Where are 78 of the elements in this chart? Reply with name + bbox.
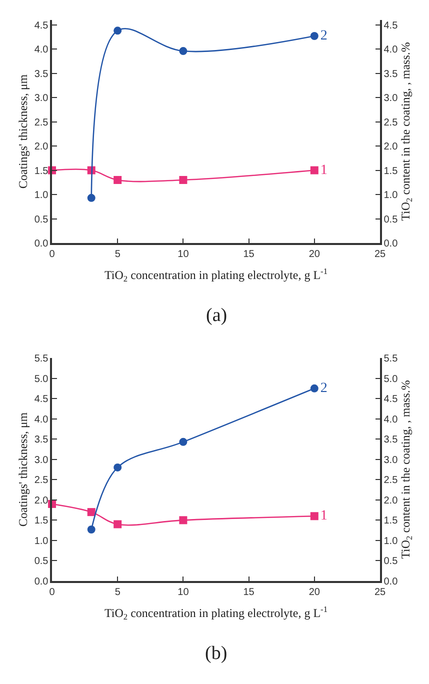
x-tick-label: 5 [114,248,121,260]
y2-tick-label: 4.5 [384,20,398,32]
point [310,384,318,392]
point [310,512,318,520]
x-axis-title: TiO$_{2}$ concentration in plating electrolyte, g L$^{-1}$ [104,605,328,622]
y2-tick-label: 3.5 [384,434,398,446]
x-tick-label: 15 [243,586,255,598]
series-label: 2 [320,28,328,44]
point [179,516,188,524]
point [114,26,122,35]
text: (b) [205,643,228,664]
series-label: 1 [320,508,328,524]
x-tick-label: 25 [374,586,386,598]
y2-tick-label: 2.0 [384,142,398,153]
point [179,47,188,56]
y-tick-label: 3.5 [34,434,49,446]
y2-tick-label: 0.0 [384,576,398,588]
y2-tick-label: 1.0 [384,536,398,547]
y-tick-label: 1.5 [34,166,49,177]
y-tick-label: 0.0 [34,238,49,250]
x-tick-label: 10 [178,248,190,260]
text: (a) [206,305,228,326]
y2-tick-label: 3.0 [384,454,398,466]
y-tick-label: 2.5 [34,475,49,486]
y-tick-label: 1.0 [34,190,49,202]
y2-tick-label: 3.5 [384,68,398,80]
y-tick-label: 4.0 [34,414,49,426]
x-tick-label: 10 [178,586,190,598]
point [87,508,96,516]
x-tick-label: 5 [114,586,121,598]
y-tick-label: 4.5 [34,394,49,406]
y-tick-label: 4.5 [34,20,49,32]
y2-tick-label: 1.0 [384,190,398,202]
y-tick-label: 5.0 [34,374,49,385]
y-tick-label: 2.5 [34,117,49,128]
y2-tick-label: 2.5 [384,475,398,486]
y2-tick-label: 0.5 [384,556,398,568]
y-axis-title: Coatings' thickness, μm [16,74,30,189]
x-tick-label: 20 [308,248,320,260]
x-tick-label: 15 [243,248,255,260]
y-tick-label: 5.5 [34,354,49,364]
y2-tick-label: 1.5 [384,166,398,177]
point [87,194,96,202]
point [179,438,188,446]
y2-tick-label: 0.0 [384,238,398,250]
y-tick-label: 1.5 [34,516,49,527]
x-tick-label: 0 [49,586,56,598]
y-tick-label: 1.0 [34,536,49,547]
y-tick-label: 3.0 [34,93,49,104]
point [310,32,318,40]
x-tick-label: 0 [49,248,56,260]
y-tick-label: 4.0 [34,44,49,56]
series-label: 2 [320,380,328,396]
y2-tick-label: 2.0 [384,495,398,506]
y-tick-label: 0.0 [34,576,49,588]
y2-tick-label: 2.5 [384,117,398,128]
x-axis-title: TiO$_{2}$ concentration in plating electrolyte, g L$^{-1}$ [104,267,328,284]
y2-tick-label: 4.0 [384,414,398,426]
point [114,463,122,472]
point [87,526,96,534]
y2-tick-label: 1.5 [384,516,398,527]
y-tick-label: 0.5 [34,214,49,226]
y2-tick-label: 3.0 [384,93,398,104]
y2-tick-label: 5.5 [384,354,398,364]
y2-tick-label: 4.0 [384,44,398,56]
y-tick-label: 3.5 [34,68,49,80]
y2-tick-label: 5.0 [384,374,398,385]
point [114,520,122,528]
x-tick-label: 25 [374,248,386,260]
y-tick-label: 0.5 [34,556,49,568]
x-tick-label: 20 [308,586,320,598]
y-axis-title: Coatings' thickness, μm [16,412,30,527]
y2-tick-label: 0.5 [384,214,398,226]
y-tick-label: 2.0 [34,142,49,153]
y-tick-label: 2.0 [34,495,49,506]
y2-tick-label: 4.5 [384,394,398,406]
series-label: 1 [320,162,328,178]
y-tick-label: 3.0 [34,454,49,466]
